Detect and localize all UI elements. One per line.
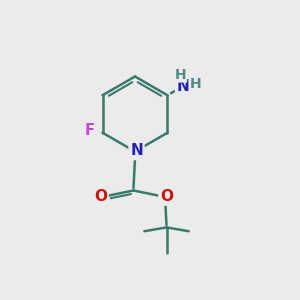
- Text: F: F: [85, 123, 95, 138]
- Text: O: O: [160, 189, 173, 204]
- Text: H: H: [190, 77, 202, 91]
- Text: N: N: [177, 79, 190, 94]
- Text: O: O: [94, 189, 107, 204]
- Text: N: N: [130, 143, 143, 158]
- Text: H: H: [175, 68, 187, 82]
